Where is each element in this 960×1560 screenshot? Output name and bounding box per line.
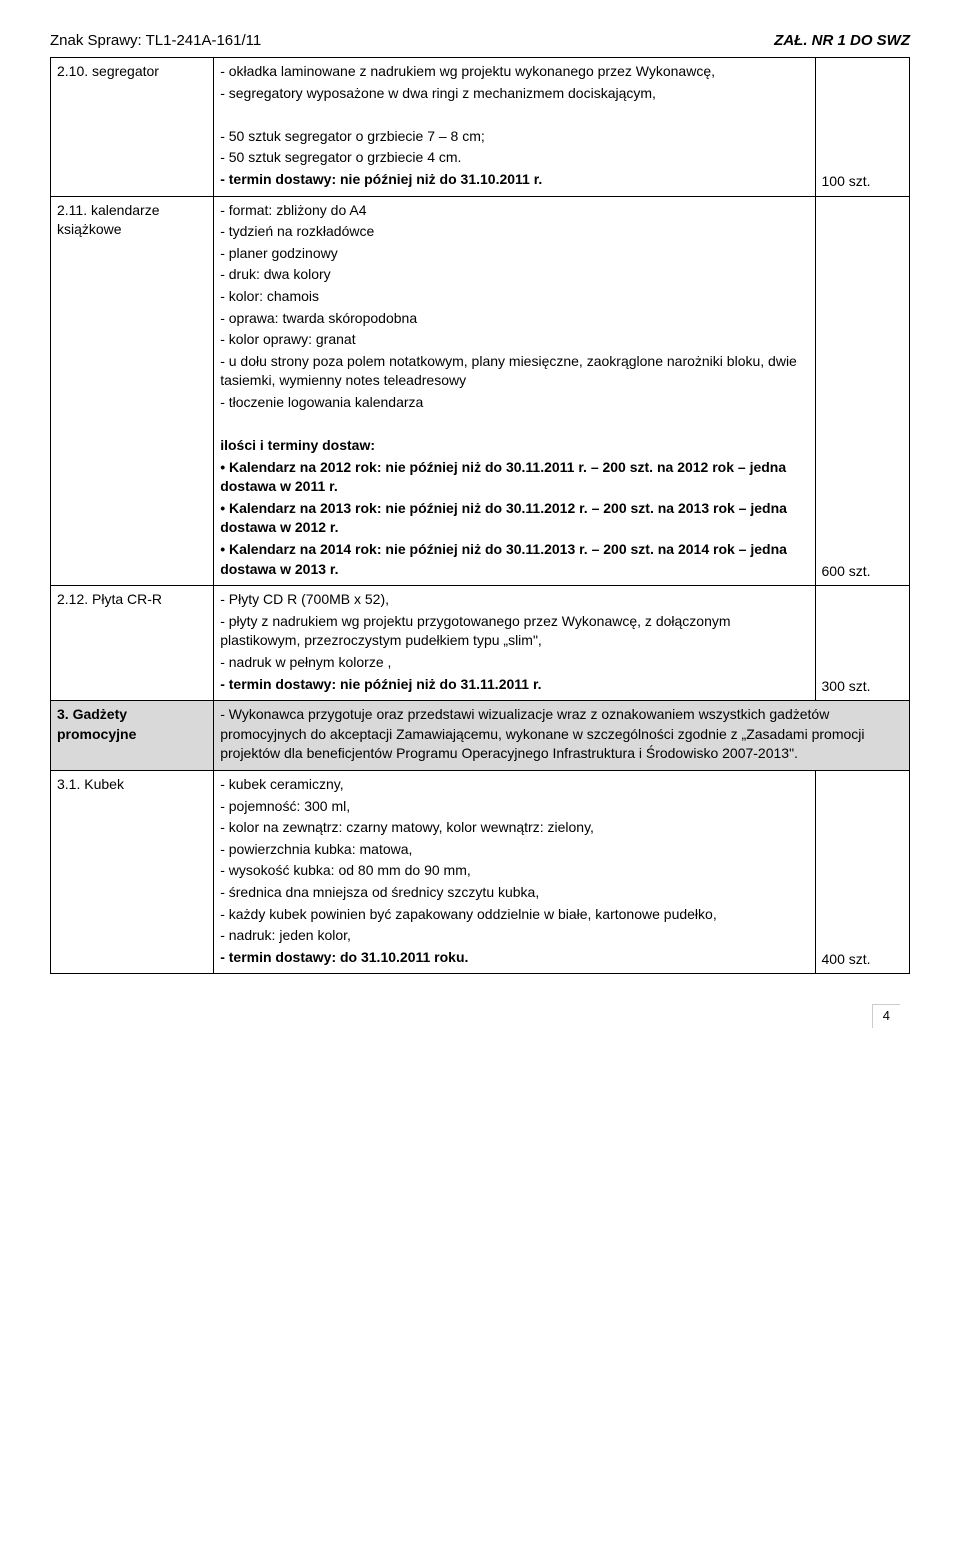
row-label: 2.10. segregator <box>51 58 214 197</box>
row-quantity: 600 szt. <box>815 196 910 586</box>
row-quantity: 300 szt. <box>815 586 910 701</box>
row-label: 3. Gadżety promocyjne <box>51 701 214 771</box>
table-row: 3. Gadżety promocyjne- Wykonawca przygot… <box>51 701 910 771</box>
row-quantity: 100 szt. <box>815 58 910 197</box>
table-row: 2.10. segregator- okładka laminowane z n… <box>51 58 910 197</box>
page-footer: 4 <box>50 1004 910 1027</box>
row-description: - kubek ceramiczny,- pojemność: 300 ml,-… <box>214 771 815 974</box>
table-row: 2.12. Płyta CR-R- Płyty CD R (700MB x 52… <box>51 586 910 701</box>
row-description: - Płyty CD R (700MB x 52),- płyty z nadr… <box>214 586 815 701</box>
row-quantity: 400 szt. <box>815 771 910 974</box>
table-row: 2.11. kalendarze książkowe- format: zbli… <box>51 196 910 586</box>
table-row: 3.1. Kubek- kubek ceramiczny,- pojemność… <box>51 771 910 974</box>
attachment-label: ZAŁ. NR 1 DO SWZ <box>774 30 910 51</box>
row-label: 2.11. kalendarze książkowe <box>51 196 214 586</box>
row-description: - format: zbliżony do A4- tydzień na roz… <box>214 196 815 586</box>
header-row: Znak Sprawy: TL1-241A-161/11 ZAŁ. NR 1 D… <box>50 30 910 51</box>
page-number: 4 <box>872 1004 900 1027</box>
row-label: 3.1. Kubek <box>51 771 214 974</box>
row-description: - okładka laminowane z nadrukiem wg proj… <box>214 58 815 197</box>
row-label: 2.12. Płyta CR-R <box>51 586 214 701</box>
case-label: Znak Sprawy: TL1-241A-161/11 <box>50 30 261 51</box>
spec-table: 2.10. segregator- okładka laminowane z n… <box>50 57 910 974</box>
row-description: - Wykonawca przygotuje oraz przedstawi w… <box>214 701 910 771</box>
